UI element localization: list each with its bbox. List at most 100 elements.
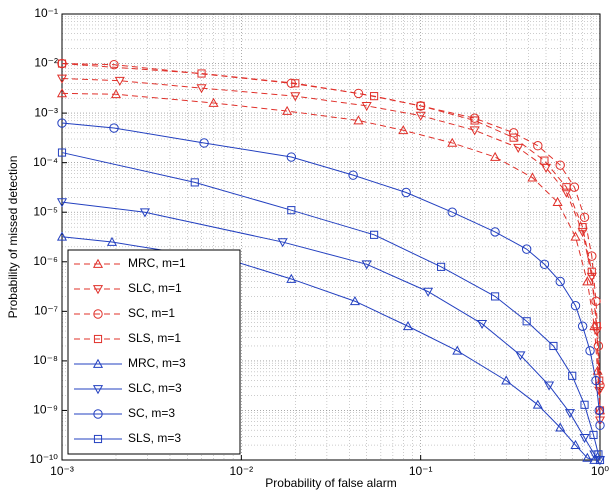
marker (509, 133, 518, 142)
marker (196, 84, 207, 94)
marker (57, 59, 67, 68)
marker (415, 101, 426, 111)
legend-label: SLS, m=3 (128, 431, 181, 445)
marker (110, 89, 122, 99)
marker (570, 300, 581, 311)
marker (401, 187, 411, 198)
marker (290, 92, 301, 102)
marker (552, 196, 563, 206)
marker (286, 152, 297, 162)
marker (477, 319, 488, 330)
marker (57, 148, 67, 157)
marker (56, 231, 68, 241)
marker (508, 128, 519, 138)
marker (570, 231, 581, 241)
y-tick-label: 10⁻⁹ (33, 403, 58, 417)
marker (549, 341, 558, 351)
marker (568, 371, 577, 380)
marker (109, 59, 119, 70)
marker (582, 452, 593, 462)
marker (139, 208, 150, 218)
marker (437, 262, 446, 271)
marker (93, 309, 103, 319)
legend-label: SC, m=1 (128, 306, 175, 320)
marker (286, 273, 297, 283)
marker (491, 292, 500, 301)
legend-label: SC, m=3 (128, 406, 175, 420)
marker (287, 206, 296, 215)
marker (469, 126, 480, 136)
marker (501, 375, 512, 385)
y-axis-label: Probability of missed detection (6, 156, 20, 319)
marker (587, 267, 596, 276)
marker (595, 455, 605, 465)
marker (402, 321, 414, 331)
marker (114, 76, 125, 86)
legend-label: SLC, m=3 (128, 381, 182, 395)
marker (197, 69, 206, 78)
marker (527, 172, 538, 182)
marker (282, 105, 293, 115)
x-tick-label: 10⁰ (591, 464, 609, 478)
marker (93, 434, 103, 444)
marker (521, 244, 532, 254)
marker (208, 97, 219, 107)
legend-label: SLS, m=1 (128, 331, 181, 345)
x-tick-label: 10⁻³ (50, 464, 74, 478)
series-line (61, 152, 601, 461)
marker (349, 295, 360, 306)
marker (490, 227, 500, 237)
marker (190, 178, 199, 187)
series-line (61, 122, 601, 426)
marker (452, 345, 463, 355)
marker (93, 409, 103, 419)
y-tick-label: 10⁻⁴ (33, 155, 58, 169)
marker (595, 420, 605, 431)
marker (589, 430, 598, 440)
series-line (61, 201, 601, 461)
y-tick-label: 10⁻³ (34, 105, 58, 119)
marker (579, 433, 590, 444)
marker (56, 74, 68, 84)
marker (532, 399, 543, 409)
y-tick-label: 10⁻² (34, 56, 58, 70)
marker (415, 111, 426, 121)
marker (582, 276, 593, 286)
marker (92, 285, 104, 295)
marker (370, 92, 379, 101)
marker (592, 365, 603, 375)
y-tick-label: 10⁻¹⁰ (30, 452, 59, 466)
marker (56, 88, 68, 98)
marker (578, 223, 587, 232)
marker (447, 137, 458, 147)
marker (109, 123, 119, 133)
y-tick-label: 10⁻⁸ (33, 353, 58, 367)
marker (291, 79, 300, 88)
marker (513, 143, 524, 153)
legend-label: MRC, m=1 (128, 256, 186, 270)
marker (515, 351, 526, 361)
marker (92, 258, 104, 268)
legend-box (67, 249, 241, 455)
marker (539, 259, 550, 269)
y-tick-label: 10⁻¹ (34, 6, 58, 20)
marker (580, 400, 589, 409)
marker (555, 160, 565, 170)
marker (593, 341, 604, 351)
y-tick-label: 10⁻⁵ (33, 204, 58, 218)
legend-label: SLC, m=1 (128, 281, 182, 295)
marker (353, 115, 364, 125)
marker (585, 346, 595, 356)
marker (564, 409, 576, 419)
marker (555, 276, 565, 287)
marker (348, 170, 358, 180)
marker (277, 238, 288, 248)
marker (423, 287, 434, 297)
marker (490, 151, 501, 161)
marker (587, 251, 597, 261)
marker (93, 334, 103, 344)
marker (562, 183, 571, 192)
marker (591, 327, 602, 337)
y-tick-label: 10⁻⁶ (33, 254, 58, 268)
